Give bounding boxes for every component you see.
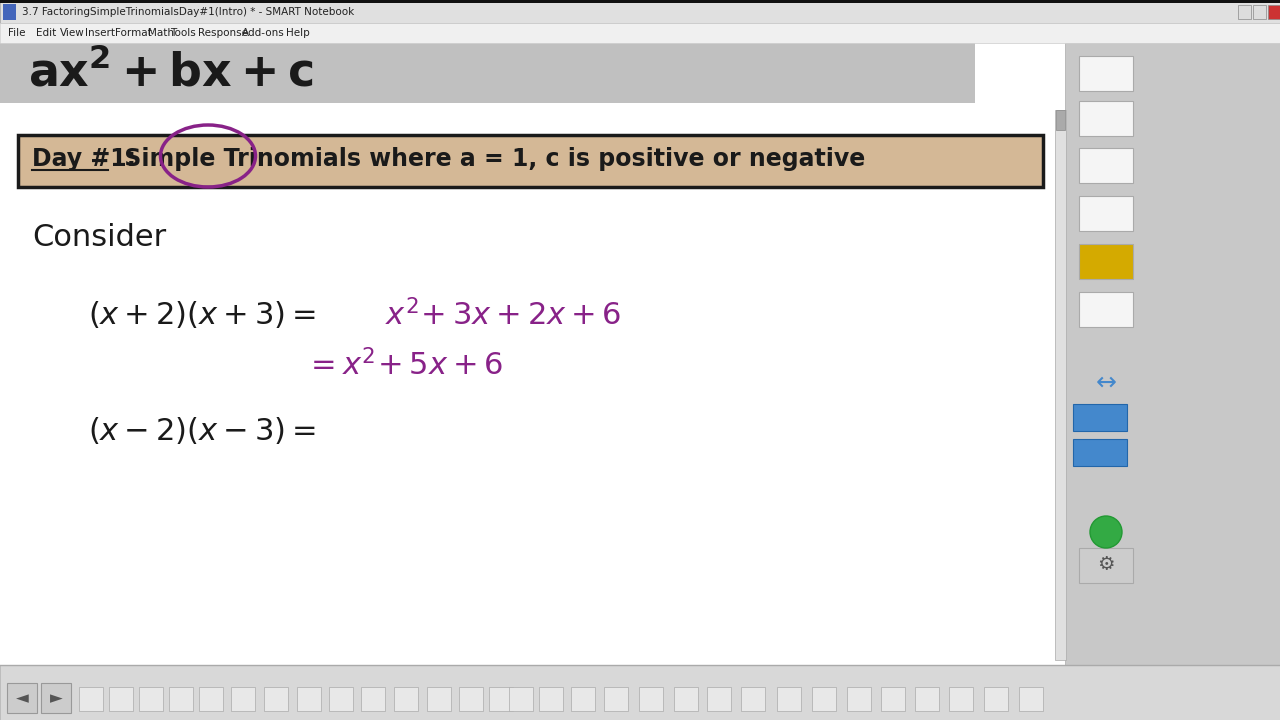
Text: Insert: Insert <box>84 28 115 38</box>
FancyBboxPatch shape <box>140 687 163 711</box>
Text: ⚙: ⚙ <box>1097 556 1115 575</box>
Text: 3.7 FactoringSimpleTrinomialsDay#1(Intro) * - SMART Notebook: 3.7 FactoringSimpleTrinomialsDay#1(Intro… <box>22 7 355 17</box>
FancyBboxPatch shape <box>1055 110 1066 660</box>
FancyBboxPatch shape <box>489 687 513 711</box>
FancyBboxPatch shape <box>79 687 102 711</box>
FancyBboxPatch shape <box>18 135 1043 187</box>
Text: Format: Format <box>115 28 152 38</box>
Text: ↔: ↔ <box>1096 371 1116 395</box>
FancyBboxPatch shape <box>1079 292 1133 327</box>
Text: File: File <box>8 28 26 38</box>
FancyBboxPatch shape <box>1238 5 1251 19</box>
FancyBboxPatch shape <box>1073 439 1126 466</box>
FancyBboxPatch shape <box>707 687 731 711</box>
FancyBboxPatch shape <box>169 687 193 711</box>
Text: $(x - 2)(x - 3) =$: $(x - 2)(x - 3) =$ <box>88 415 316 446</box>
FancyBboxPatch shape <box>0 43 1065 665</box>
FancyBboxPatch shape <box>0 0 1280 3</box>
FancyBboxPatch shape <box>460 687 483 711</box>
Text: Simple Trinomials where a = 1, c is positive or negative: Simple Trinomials where a = 1, c is posi… <box>116 147 865 171</box>
FancyBboxPatch shape <box>394 687 419 711</box>
Circle shape <box>1091 516 1123 548</box>
FancyBboxPatch shape <box>915 687 940 711</box>
FancyBboxPatch shape <box>0 0 1280 23</box>
Text: Help: Help <box>285 28 310 38</box>
FancyBboxPatch shape <box>777 687 801 711</box>
FancyBboxPatch shape <box>1079 548 1133 583</box>
Text: Consider: Consider <box>32 222 166 251</box>
FancyBboxPatch shape <box>230 687 255 711</box>
FancyBboxPatch shape <box>6 683 37 713</box>
FancyBboxPatch shape <box>881 687 905 711</box>
FancyBboxPatch shape <box>1268 5 1280 19</box>
FancyBboxPatch shape <box>329 687 353 711</box>
FancyBboxPatch shape <box>1056 110 1065 130</box>
FancyBboxPatch shape <box>1079 56 1133 91</box>
FancyBboxPatch shape <box>297 687 321 711</box>
FancyBboxPatch shape <box>0 43 975 103</box>
FancyBboxPatch shape <box>604 687 628 711</box>
FancyBboxPatch shape <box>741 687 765 711</box>
Text: Tools: Tools <box>170 28 196 38</box>
FancyBboxPatch shape <box>109 687 133 711</box>
FancyBboxPatch shape <box>571 687 595 711</box>
FancyBboxPatch shape <box>1079 196 1133 231</box>
FancyBboxPatch shape <box>509 687 532 711</box>
Text: $(x + 2)(x + 3) =$: $(x + 2)(x + 3) =$ <box>88 300 316 330</box>
Text: Math: Math <box>148 28 174 38</box>
FancyBboxPatch shape <box>0 23 1280 43</box>
FancyBboxPatch shape <box>675 687 698 711</box>
FancyBboxPatch shape <box>1065 43 1280 665</box>
FancyBboxPatch shape <box>948 687 973 711</box>
Text: Day #1:: Day #1: <box>32 147 136 171</box>
Text: $\mathbf{ax^2 + bx + c}$: $\mathbf{ax^2 + bx + c}$ <box>28 49 314 95</box>
FancyBboxPatch shape <box>639 687 663 711</box>
FancyBboxPatch shape <box>1073 404 1126 431</box>
FancyBboxPatch shape <box>847 687 870 711</box>
Text: $x^2\!+3x+2x+6$: $x^2\!+3x+2x+6$ <box>385 299 622 331</box>
FancyBboxPatch shape <box>812 687 836 711</box>
Text: $=x^2\!+5x+6$: $=x^2\!+5x+6$ <box>305 348 503 382</box>
Text: Response: Response <box>198 28 248 38</box>
FancyBboxPatch shape <box>539 687 563 711</box>
FancyBboxPatch shape <box>1079 244 1133 279</box>
FancyBboxPatch shape <box>1079 148 1133 183</box>
FancyBboxPatch shape <box>984 687 1009 711</box>
Text: ◄: ◄ <box>15 689 28 707</box>
FancyBboxPatch shape <box>361 687 385 711</box>
FancyBboxPatch shape <box>41 683 70 713</box>
Text: Edit: Edit <box>36 28 56 38</box>
FancyBboxPatch shape <box>1019 687 1043 711</box>
FancyBboxPatch shape <box>1079 101 1133 136</box>
FancyBboxPatch shape <box>0 665 1280 720</box>
FancyBboxPatch shape <box>3 4 15 20</box>
Text: ►: ► <box>50 689 63 707</box>
FancyBboxPatch shape <box>428 687 451 711</box>
Text: Add-ons: Add-ons <box>242 28 284 38</box>
Text: View: View <box>60 28 84 38</box>
FancyBboxPatch shape <box>1253 5 1266 19</box>
FancyBboxPatch shape <box>264 687 288 711</box>
FancyBboxPatch shape <box>198 687 223 711</box>
